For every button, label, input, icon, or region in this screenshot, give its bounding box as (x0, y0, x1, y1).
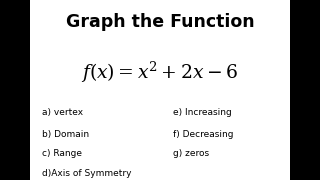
Text: b) Domain: b) Domain (42, 130, 89, 139)
Text: Graph the Function: Graph the Function (66, 13, 254, 31)
Text: $f(x) = x^2 + 2x - 6$: $f(x) = x^2 + 2x - 6$ (81, 59, 239, 85)
Text: d)Axis of Symmetry: d)Axis of Symmetry (42, 169, 131, 178)
Text: f) Decreasing: f) Decreasing (173, 130, 233, 139)
Text: e) Increasing: e) Increasing (173, 108, 232, 117)
Text: a) vertex: a) vertex (42, 108, 83, 117)
Text: g) zeros: g) zeros (173, 149, 209, 158)
Text: c) Range: c) Range (42, 149, 82, 158)
